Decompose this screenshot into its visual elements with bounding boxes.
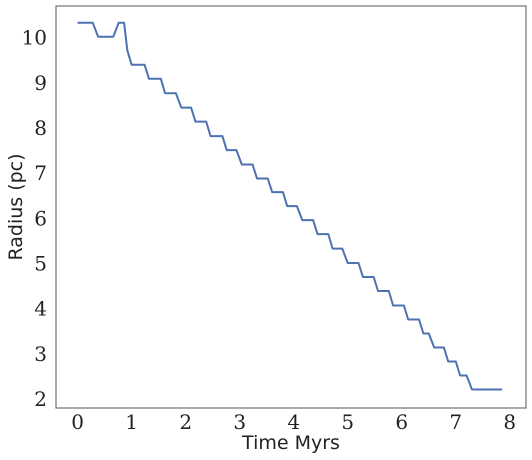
x-tick-labels: 0 1 2 3 4 5 6 7 8 <box>71 410 516 434</box>
x-tick-label: 2 <box>179 410 192 434</box>
y-tick-label: 2 <box>34 387 47 411</box>
y-tick-label: 9 <box>34 71 47 95</box>
x-tick-label: 4 <box>287 410 300 434</box>
x-tick-label: 6 <box>395 410 408 434</box>
x-tick-label: 1 <box>125 410 138 434</box>
y-tick-labels: 2 3 4 5 6 7 8 9 10 <box>22 26 47 411</box>
y-tick-label: 10 <box>22 26 47 50</box>
series-layer <box>77 21 503 391</box>
y-tick-label: 8 <box>34 116 47 140</box>
y-tick-label: 5 <box>34 252 47 276</box>
y-tick-label: 3 <box>34 342 47 366</box>
x-tick-label: 5 <box>341 410 354 434</box>
y-axis-label: Radius (pc) <box>5 153 27 260</box>
y-tick-label: 6 <box>34 206 47 230</box>
y-tick-label: 4 <box>34 297 47 321</box>
x-tick-label: 3 <box>233 410 246 434</box>
x-tick-label: 7 <box>449 410 462 434</box>
x-tick-label: 8 <box>503 410 516 434</box>
x-tick-label: 0 <box>71 410 84 434</box>
plot-frame <box>55 5 527 409</box>
radius-series-line <box>77 21 503 391</box>
x-axis-label: Time Myrs <box>241 432 340 454</box>
y-tick-label: 7 <box>34 161 47 185</box>
